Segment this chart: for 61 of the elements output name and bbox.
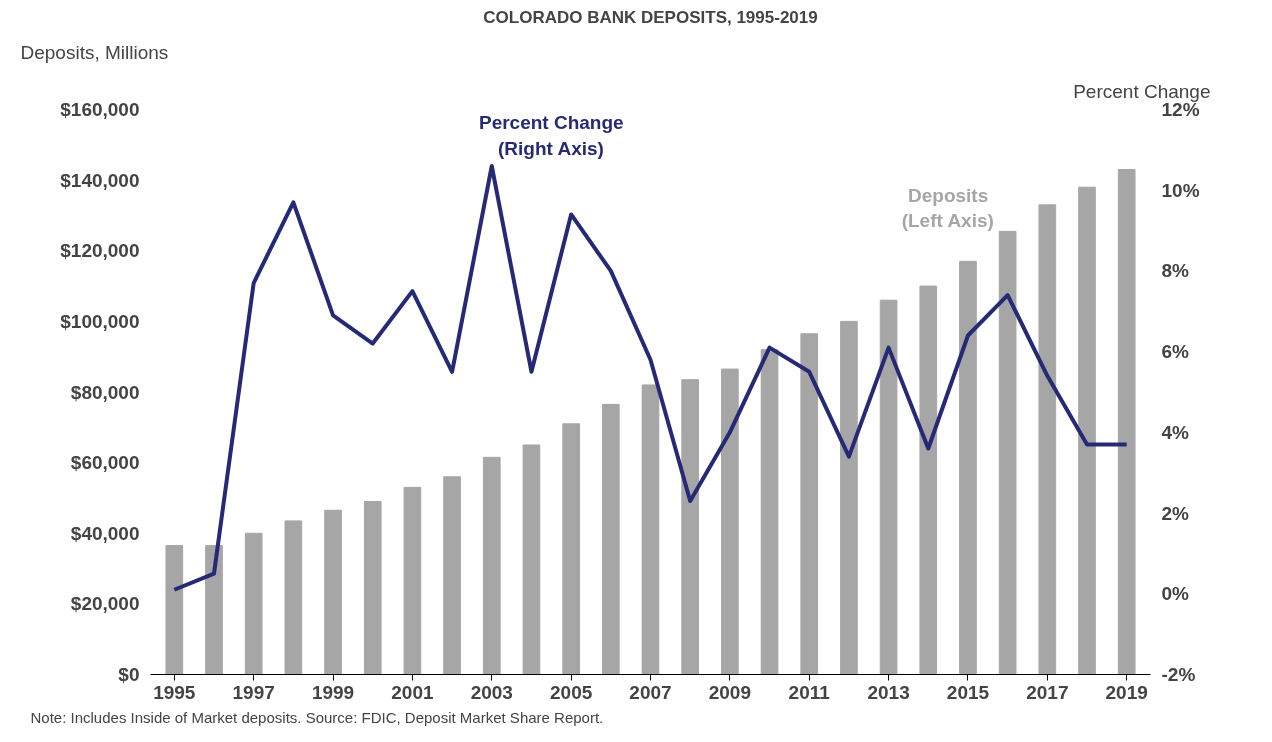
bar <box>403 486 422 675</box>
y-tick-label: $40,000 <box>70 522 140 544</box>
x-tick-label: 2009 <box>708 681 752 703</box>
bar <box>641 384 660 675</box>
x-tick-label: 2017 <box>1026 681 1069 703</box>
x-tick-label: 2007 <box>629 681 672 703</box>
x-tick-label: 1997 <box>232 681 275 703</box>
y2-tick-label: 6% <box>1161 341 1190 363</box>
bar <box>522 444 541 675</box>
y-axis-title: Deposits, Millions <box>20 41 169 63</box>
bar <box>1038 204 1057 675</box>
bar <box>879 299 898 675</box>
x-tick-label: 1999 <box>311 681 355 703</box>
bar <box>1117 169 1136 675</box>
y2-tick-label: 8% <box>1161 260 1190 282</box>
x-tick-label: 2001 <box>391 681 434 703</box>
y-tick-label: $60,000 <box>70 452 140 474</box>
y-tick-label: $80,000 <box>70 381 140 403</box>
y-tick-label: $0 <box>118 664 140 685</box>
bar <box>562 423 580 675</box>
y-tick-label: $100,000 <box>60 310 140 332</box>
y-tick-label: $20,000 <box>70 593 140 615</box>
series-label: Deposits (Left Axis) <box>901 184 994 231</box>
y2-axis-title: Percent Change <box>1073 80 1211 102</box>
y2-tick-label: 10% <box>1161 179 1200 201</box>
bar <box>959 260 977 675</box>
x-tick-label: 1995 <box>153 681 196 703</box>
x-tick-label: 2013 <box>867 681 910 703</box>
bar <box>482 456 501 675</box>
bar <box>760 349 779 675</box>
x-tick-label: 2005 <box>550 681 593 703</box>
chart-title: COLORADO BANK DEPOSITS, 1995-2019 <box>483 7 818 27</box>
x-tick-label: 2011 <box>788 681 831 703</box>
y-tick-label: $120,000 <box>60 240 140 262</box>
bar <box>919 285 938 675</box>
bar <box>324 509 342 675</box>
y2-tick-label: 2% <box>1161 502 1190 524</box>
bar <box>800 333 819 675</box>
bar <box>363 500 382 675</box>
bar <box>721 368 739 675</box>
x-tick-label: 2015 <box>946 681 990 703</box>
bar <box>205 545 223 675</box>
bar <box>1078 186 1096 675</box>
x-tick-label: 2003 <box>470 681 513 703</box>
bar <box>443 476 461 675</box>
y-tick-label: $160,000 <box>60 99 140 120</box>
bar <box>601 403 620 675</box>
y2-tick-label: 0% <box>1161 583 1190 605</box>
text: Note: Includes Inside of Market deposits. Source: FDIC, Deposit Market Share Report. <box>30 708 604 726</box>
bar <box>840 320 858 675</box>
y-tick-label: $140,000 <box>60 169 140 191</box>
bar <box>244 532 263 675</box>
bar <box>681 379 700 675</box>
series-label: Percent Change (Right Axis) <box>478 112 624 159</box>
x-tick-label: 2019 <box>1105 681 1148 703</box>
bar <box>165 545 184 675</box>
bar <box>284 520 303 675</box>
line-series <box>172 164 1129 592</box>
y2-tick-label: 4% <box>1161 421 1190 443</box>
bar <box>998 230 1017 675</box>
y2-tick-label: -2% <box>1161 664 1196 685</box>
